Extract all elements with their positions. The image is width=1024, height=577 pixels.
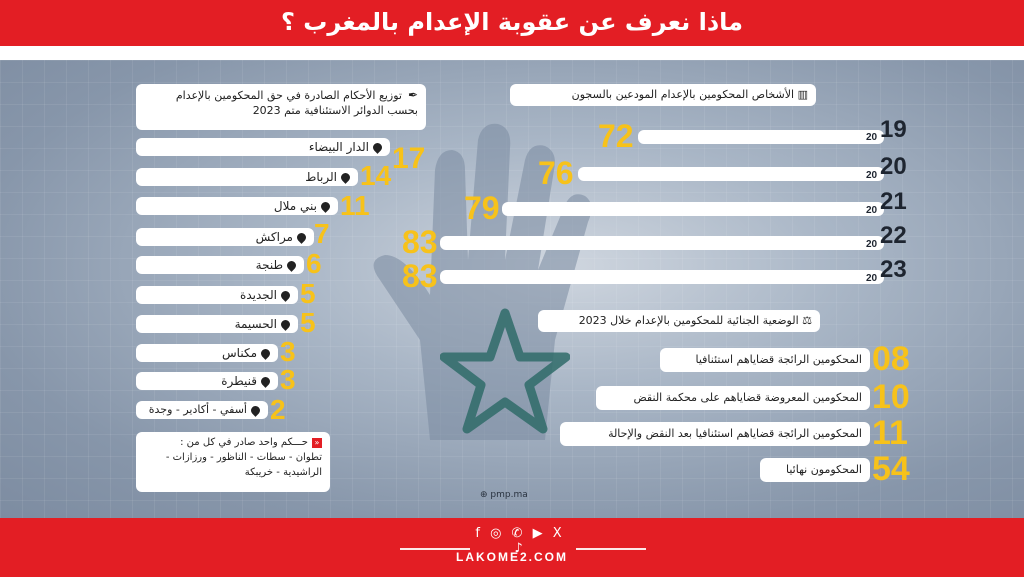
status-heading-card: ⚖ الوضعية الجنائية للمحكومين بالإعدام خل… [538, 310, 820, 332]
city-value: 7 [314, 218, 330, 249]
city-value: 5 [300, 307, 316, 338]
city-label: أسفي - أكادير - وجدة [148, 403, 247, 416]
prison-heading-card: ▥ الأشخاص المحكومين بالإعدام المودعين با… [510, 84, 816, 106]
status-value: 11 [872, 414, 908, 452]
location-pin-icon [371, 141, 384, 154]
header-bar: ماذا نعرف عن عقوبة الإعدام بالمغرب ؟ [0, 0, 1024, 64]
note-line1: حـــكم واحد صادر في كل من : [180, 437, 308, 448]
city-value: 6 [306, 248, 322, 279]
location-pin-icon [259, 347, 272, 360]
prison-bars-icon: ▥ [797, 88, 808, 101]
location-pin-icon [285, 259, 298, 272]
year-suffix: 22 [880, 222, 907, 249]
status-value: 10 [872, 378, 910, 416]
note-line2: تطوان - سطات - الناظور - ورزازات - [165, 452, 322, 463]
city-label: الجديدة [240, 288, 277, 302]
note-card: « حـــكم واحد صادر في كل من : تطوان - سط… [136, 432, 330, 492]
city-label: الرباط [305, 170, 337, 184]
year-suffix: 23 [880, 256, 907, 283]
year-suffix: 20 [880, 153, 907, 180]
gavel-icon: ⚖ [802, 314, 812, 327]
city-value: 11 [340, 190, 370, 221]
footer-line-right [576, 548, 646, 550]
year-prefix: 20 [866, 239, 878, 250]
footer-line-left [400, 548, 470, 550]
status-row: المحكومين المعروضة قضاياهم على محكمة الن… [596, 386, 870, 410]
year-bar-2019 [638, 130, 884, 144]
star-emblem-icon [440, 308, 570, 434]
location-pin-icon [339, 171, 352, 184]
city-bar-al-hoceima: الحسيمة [136, 315, 298, 333]
double-chevron-icon: « [312, 437, 322, 448]
city-label: مكناس [222, 346, 257, 360]
location-pin-icon [279, 289, 292, 302]
left-heading-line2: بحسب الدوائر الاستئنافية متم 2023 [252, 104, 418, 117]
city-bar-casablanca: الدار البيضاء [136, 138, 390, 156]
status-row: المحكومين الرائجة قضاياهم استئنافيا [660, 348, 870, 372]
city-bar-beni-mellal: بني ملال [136, 197, 338, 215]
city-bar-rabat: الرباط [136, 168, 358, 186]
year-prefix: 20 [866, 205, 878, 216]
year-value: 79 [464, 190, 500, 226]
year-bar-2023 [440, 270, 884, 284]
pen-icon: ✒ [407, 88, 418, 102]
year-value: 72 [598, 118, 634, 154]
year-prefix: 20 [866, 132, 878, 143]
page-title: ماذا نعرف عن عقوبة الإعدام بالمغرب ؟ [281, 8, 743, 36]
status-label: المحكومين الرائجة قضاياهم استئنافيا بعد … [608, 427, 862, 440]
city-value: 5 [300, 278, 316, 309]
status-label: المحكومين الرائجة قضاياهم استئنافيا [695, 353, 863, 366]
location-pin-icon [249, 403, 262, 417]
status-value: 08 [872, 340, 910, 378]
social-icons[interactable]: f ◎ ✆ ▶ X ♪ [475, 526, 565, 556]
city-bar-meknes: مكناس [136, 344, 278, 362]
year-value: 76 [538, 155, 574, 191]
location-pin-icon [279, 318, 292, 331]
status-row: المحكومين الرائجة قضاياهم استئنافيا بعد … [560, 422, 870, 446]
city-label: قنيطرة [221, 374, 257, 388]
city-value: 3 [280, 364, 296, 395]
city-label: الحسيمة [234, 317, 277, 331]
city-bar-kenitra: قنيطرة [136, 372, 278, 390]
source-label: pmp.ma [490, 490, 528, 500]
left-heading-card: ✒ توزيع الأحكام الصادرة في حق المحكومين … [136, 84, 426, 130]
status-value: 54 [872, 450, 910, 488]
city-label: طنجة [255, 258, 283, 272]
location-pin-icon [259, 375, 272, 388]
note-line3: الراشيدية - خريبكة [244, 467, 322, 478]
city-value: 3 [280, 336, 296, 367]
source-watermark: ⊕ pmp.ma [480, 490, 528, 500]
status-heading: الوضعية الجنائية للمحكومين بالإعدام خلال… [578, 314, 799, 327]
city-bar-marrakech: مراكش [136, 228, 314, 246]
header-stripe [0, 46, 1024, 60]
year-prefix: 20 [866, 170, 878, 181]
city-bar-safi-agadir-oujda: أسفي - أكادير - وجدة [136, 401, 268, 419]
year-suffix: 21 [880, 188, 907, 215]
status-row: المحكومون نهائيا [760, 458, 870, 482]
status-label: المحكومين المعروضة قضاياهم على محكمة الن… [633, 391, 862, 404]
footer-bar: f ◎ ✆ ▶ X ♪ LAKOME2.COM [0, 518, 1024, 577]
city-label: مراكش [255, 230, 293, 244]
left-heading-line1: توزيع الأحكام الصادرة في حق المحكومين با… [175, 89, 402, 102]
year-value: 83 [402, 224, 438, 260]
city-label: الدار البيضاء [308, 140, 369, 154]
year-bar-2021 [502, 202, 884, 216]
year-bar-2022 [440, 236, 884, 250]
city-value: 14 [360, 160, 392, 191]
prison-heading: الأشخاص المحكومين بالإعدام المودعين بالس… [571, 88, 795, 101]
city-value: 2 [270, 394, 286, 425]
city-bar-el-jadida: الجديدة [136, 286, 298, 304]
brand-label[interactable]: LAKOME2.COM [456, 550, 568, 564]
globe-icon: ⊕ [480, 490, 488, 500]
location-pin-icon [295, 231, 308, 244]
city-value: 17 [392, 142, 426, 175]
city-label: بني ملال [273, 199, 317, 213]
status-label: المحكومون نهائيا [786, 463, 862, 476]
location-pin-icon [319, 200, 332, 213]
year-bar-2020 [578, 167, 884, 181]
city-bar-tangier: طنجة [136, 256, 304, 274]
year-prefix: 20 [866, 273, 878, 284]
year-value: 83 [402, 258, 438, 294]
year-suffix: 19 [880, 116, 907, 143]
